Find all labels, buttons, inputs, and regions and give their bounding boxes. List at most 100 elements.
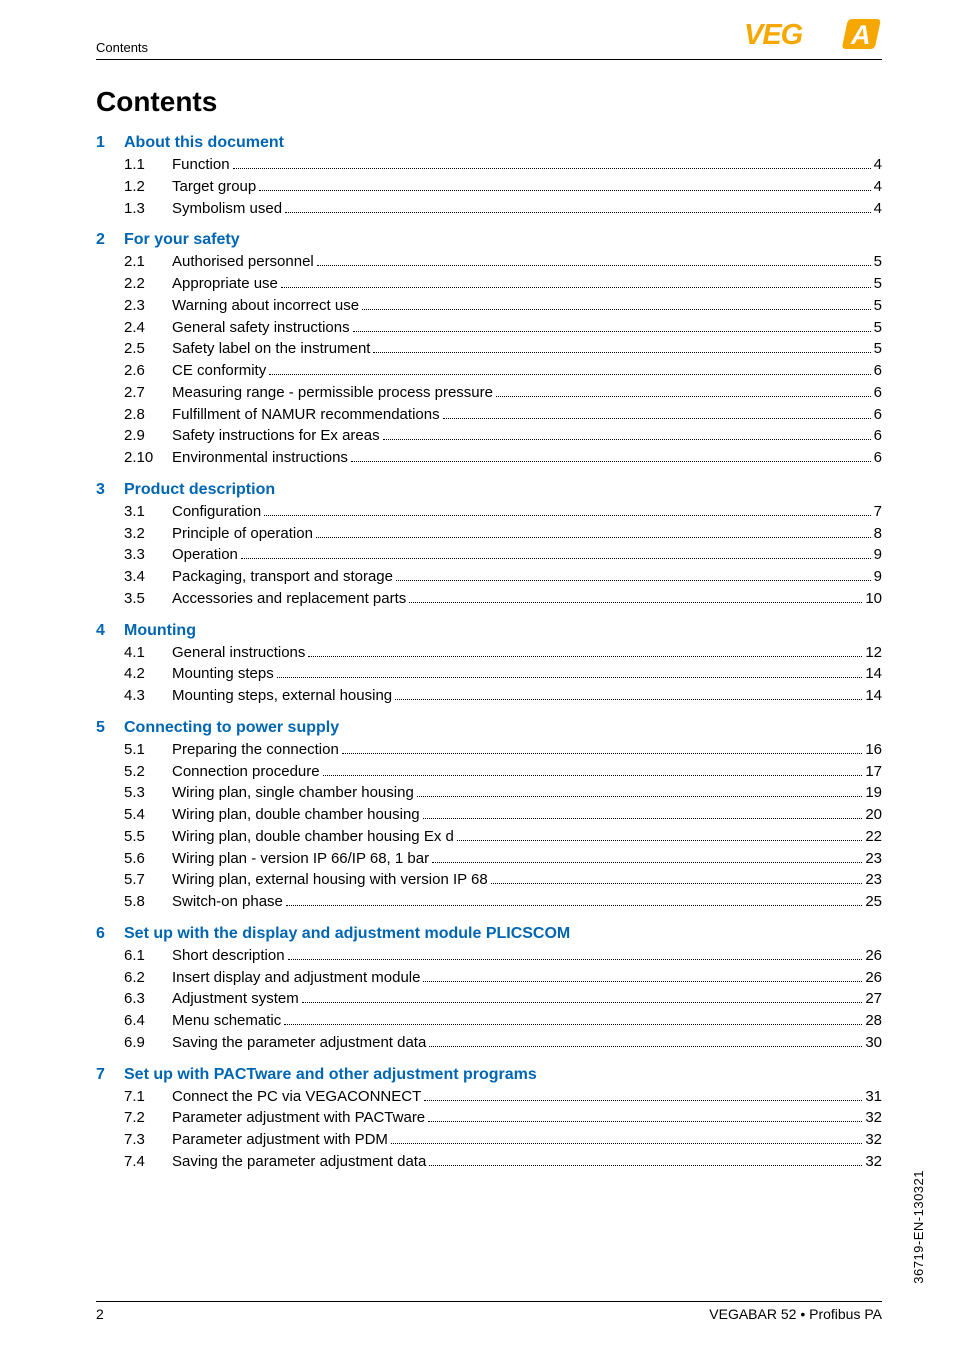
toc-leader-dots	[302, 992, 863, 1004]
toc-section: 3Product description3.1Configuration73.2…	[96, 481, 882, 610]
toc-entry-label: CE conformity	[172, 360, 266, 382]
toc-leader-dots	[432, 851, 862, 863]
toc-leader-dots	[281, 277, 871, 289]
toc-section-title: About this document	[124, 134, 284, 151]
toc-entry-label: Warning about incorrect use	[172, 295, 359, 317]
toc-entry-label: Target group	[172, 176, 256, 198]
toc-entry: 2.10Environmental instructions6	[124, 447, 882, 469]
toc-entry-page: 5	[874, 338, 882, 360]
toc-entry: 7.3Parameter adjustment with PDM32	[124, 1129, 882, 1151]
toc-section: 6Set up with the display and adjustment …	[96, 925, 882, 1054]
toc-entry-label: Preparing the connection	[172, 739, 339, 761]
toc-entry-label: Connect the PC via VEGACONNECT	[172, 1086, 421, 1108]
toc-section-head: 3Product description	[96, 481, 882, 499]
toc-section-head: 5Connecting to power supply	[96, 719, 882, 737]
toc-entry-label: Packaging, transport and storage	[172, 566, 393, 588]
toc-entry: 6.4Menu schematic28	[124, 1010, 882, 1032]
toc-entry-label: Connection procedure	[172, 761, 320, 783]
toc-entry-page: 14	[865, 685, 882, 707]
toc-entry-number: 4.1	[124, 642, 172, 664]
toc-entry-number: 3.5	[124, 588, 172, 610]
toc-leader-dots	[233, 158, 871, 170]
page: VEG A Contents Contents 1About this docu…	[0, 0, 954, 1354]
toc-section: 1About this document1.1Function41.2Targe…	[96, 134, 882, 219]
toc-entry-page: 32	[865, 1107, 882, 1129]
toc-entry: 4.2Mounting steps14	[124, 663, 882, 685]
vega-logo: VEG A	[744, 18, 894, 53]
toc-entry: 3.5Accessories and replacement parts10	[124, 588, 882, 610]
toc-leader-dots	[316, 526, 871, 538]
toc-leader-dots	[269, 364, 870, 376]
toc-leader-dots	[353, 320, 871, 332]
toc-leader-dots	[241, 548, 871, 560]
toc-entry-page: 4	[874, 154, 882, 176]
toc-leader-dots	[396, 570, 871, 582]
toc-entry-number: 3.4	[124, 566, 172, 588]
toc-entry-page: 6	[874, 360, 882, 382]
toc-section: 4Mounting4.1General instructions124.2Mou…	[96, 622, 882, 707]
toc-leader-dots	[457, 829, 862, 841]
toc-entry-label: Mounting steps, external housing	[172, 685, 392, 707]
toc-entry: 1.3Symbolism used4	[124, 198, 882, 220]
toc-entry-label: Mounting steps	[172, 663, 274, 685]
toc-entry-page: 9	[874, 566, 882, 588]
toc-leader-dots	[373, 342, 870, 354]
footer-product: VEGABAR 52 • Profibus PA	[709, 1306, 882, 1322]
toc-entry-number: 5.6	[124, 848, 172, 870]
toc-entry-label: Wiring plan, double chamber housing	[172, 804, 420, 826]
toc-leader-dots	[284, 1014, 862, 1026]
toc-entry-number: 6.2	[124, 967, 172, 989]
toc-entry-page: 4	[874, 176, 882, 198]
toc-entry: 2.5Safety label on the instrument5	[124, 338, 882, 360]
toc-entry-number: 5.8	[124, 891, 172, 913]
toc-entry-page: 12	[865, 642, 882, 664]
toc-section-title: Set up with the display and adjustment m…	[124, 925, 570, 942]
toc-entry-page: 9	[874, 544, 882, 566]
toc-leader-dots	[277, 667, 863, 679]
toc-leader-dots	[409, 591, 862, 603]
toc-leader-dots	[423, 970, 862, 982]
toc-entry-number: 3.2	[124, 523, 172, 545]
toc-entry-page: 5	[874, 273, 882, 295]
toc-entry-label: Adjustment system	[172, 988, 299, 1010]
toc-entry: 4.3Mounting steps, external housing 14	[124, 685, 882, 707]
toc-entry-number: 1.1	[124, 154, 172, 176]
toc-leader-dots	[259, 179, 870, 191]
toc-entry: 1.2Target group4	[124, 176, 882, 198]
toc-entry-label: General safety instructions	[172, 317, 350, 339]
toc-entry-number: 2.6	[124, 360, 172, 382]
page-title: Contents	[96, 86, 882, 118]
toc-entry-number: 2.1	[124, 251, 172, 273]
toc-entry: 7.1Connect the PC via VEGACONNECT31	[124, 1086, 882, 1108]
toc-entry-page: 6	[874, 404, 882, 426]
toc-entry: 2.7Measuring range - permissible process…	[124, 382, 882, 404]
toc-leader-dots	[496, 385, 871, 397]
toc-entry-page: 26	[865, 945, 882, 967]
toc-entry: 6.9Saving the parameter adjustment data3…	[124, 1032, 882, 1054]
toc-entry-label: Fulfillment of NAMUR recommendations	[172, 404, 440, 426]
toc-entry: 2.9Safety instructions for Ex areas6	[124, 425, 882, 447]
toc-leader-dots	[424, 1089, 862, 1101]
toc-section-head: 6Set up with the display and adjustment …	[96, 925, 882, 943]
page-number: 2	[96, 1306, 104, 1322]
toc-section-head: 2For your safety	[96, 231, 882, 249]
toc-entry-page: 5	[874, 295, 882, 317]
toc-entry-label: Accessories and replacement parts	[172, 588, 406, 610]
toc-section-number: 2	[96, 231, 124, 249]
toc-section-number: 4	[96, 622, 124, 640]
toc-entry-label: Parameter adjustment with PDM	[172, 1129, 388, 1151]
toc-entry: 2.8Fulfillment of NAMUR recommendations6	[124, 404, 882, 426]
toc-entry-number: 4.3	[124, 685, 172, 707]
toc-section-title: Connecting to power supply	[124, 719, 339, 736]
toc-entry-label: Environmental instructions	[172, 447, 348, 469]
toc-section-head: 4Mounting	[96, 622, 882, 640]
toc-leader-dots	[264, 504, 870, 516]
toc-section-title: Set up with PACTware and other adjustmen…	[124, 1066, 537, 1083]
table-of-contents: 1About this document1.1Function41.2Targe…	[96, 134, 882, 1173]
toc-entry-number: 1.3	[124, 198, 172, 220]
toc-entry-page: 32	[865, 1151, 882, 1173]
toc-entry: 5.3Wiring plan, single chamber housing19	[124, 782, 882, 804]
svg-text:VEG: VEG	[744, 19, 803, 51]
footer: 2 VEGABAR 52 • Profibus PA	[96, 1301, 882, 1322]
toc-entry-label: Measuring range - permissible process pr…	[172, 382, 493, 404]
